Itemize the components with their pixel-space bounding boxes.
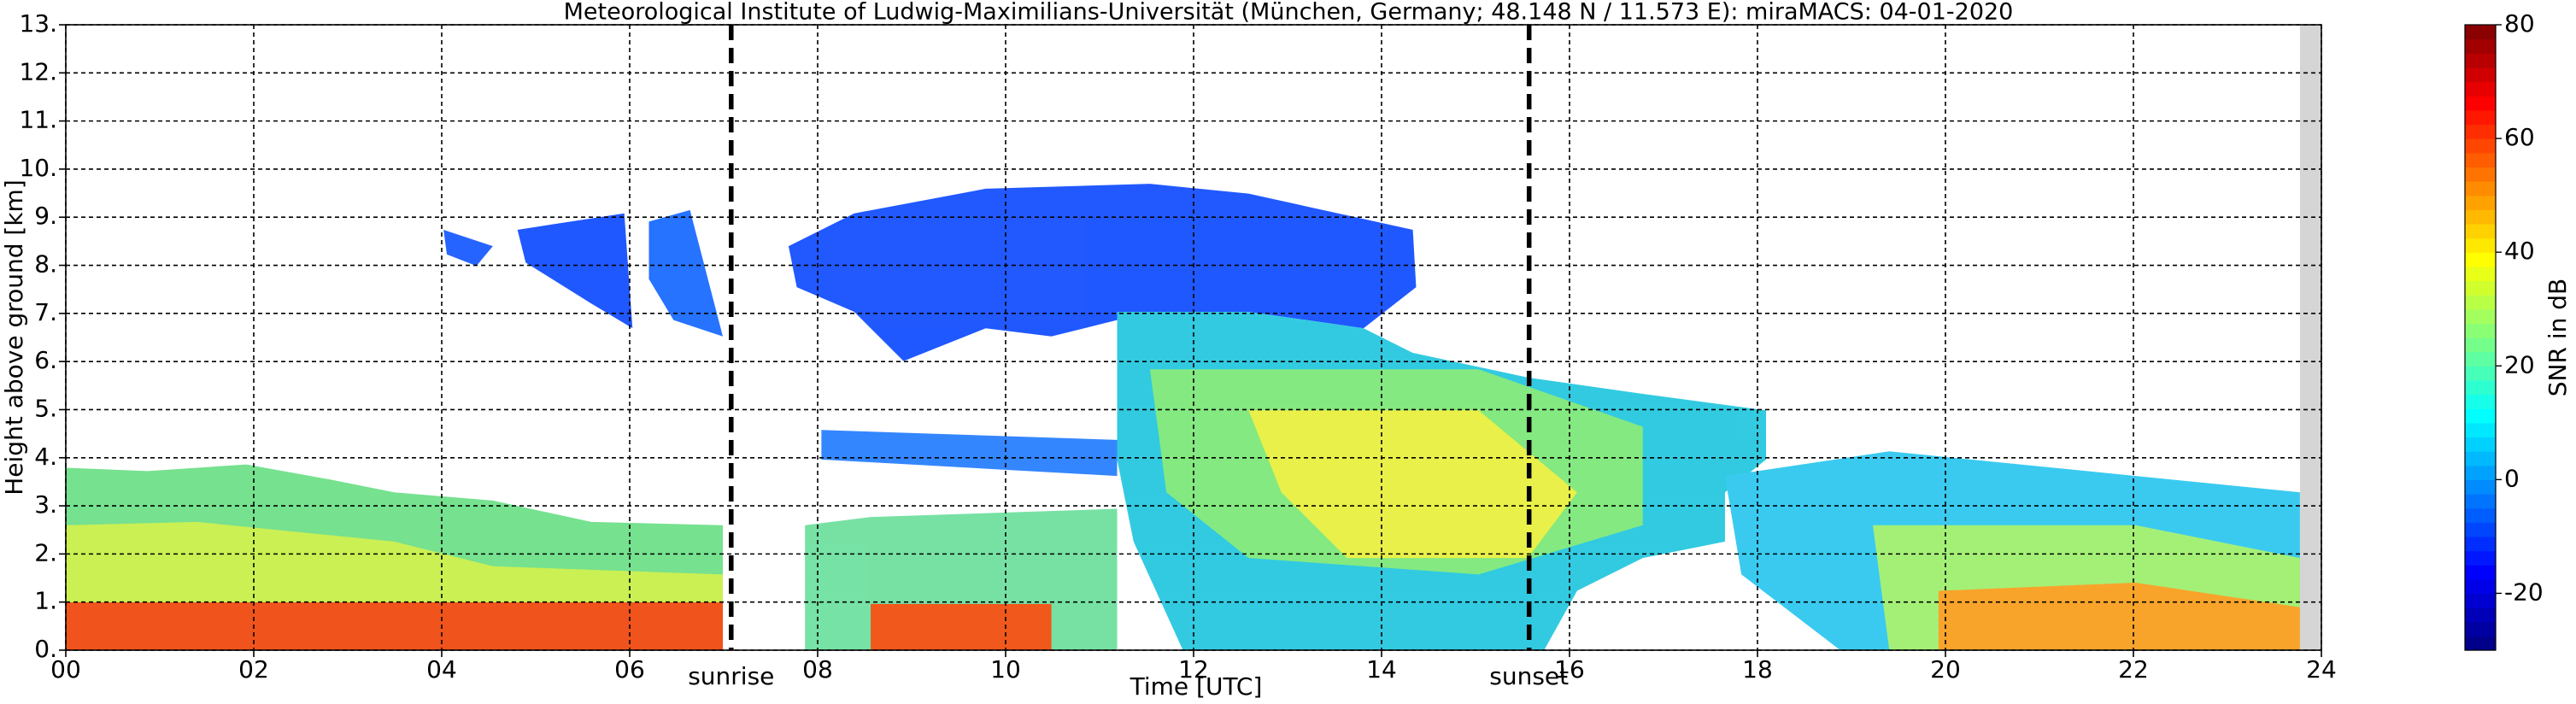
y-tick-label: 1. [34, 587, 57, 615]
colorbar-tick-label: 20 [2504, 350, 2535, 378]
colorbar-step [2465, 38, 2496, 54]
colorbar-step [2465, 465, 2496, 480]
y-axis-label: Height above ground [km] [0, 179, 28, 496]
colorbar-step [2465, 266, 2496, 282]
colorbar-step [2465, 96, 2496, 111]
y-tick-label: 6. [34, 346, 57, 374]
x-tick-label: 06 [614, 655, 645, 683]
y-tick-label: 11. [19, 106, 57, 134]
y-tick-label: 7. [34, 298, 57, 326]
chart-title: Meteorological Institute of Ludwig-Maxim… [564, 0, 2014, 26]
annotation-label: sunset [1489, 662, 1569, 690]
colorbar-tick-label: 80 [2504, 9, 2535, 38]
colorbar-step [2465, 394, 2496, 409]
colorbar-step [2465, 295, 2496, 310]
field-patch [821, 430, 1118, 477]
colorbar-step [2465, 53, 2496, 68]
x-tick-label: 12 [1178, 655, 1209, 683]
colorbar-step [2465, 607, 2496, 623]
colorbar-step [2465, 308, 2496, 324]
colorbar-tick-label: 40 [2504, 237, 2535, 265]
x-tick-label: 04 [426, 655, 457, 683]
colorbar-step [2465, 25, 2496, 40]
colorbar-step [2465, 238, 2496, 253]
colorbar-step [2465, 124, 2496, 139]
y-tick-label: 13. [19, 9, 57, 38]
colorbar-tick-label: 0 [2504, 464, 2520, 492]
colorbar-step [2465, 437, 2496, 452]
annotation-label: sunrise [688, 662, 774, 690]
colorbar-step [2465, 578, 2496, 595]
y-tick-label: 2. [34, 538, 57, 566]
field-patch [517, 213, 633, 329]
field-patch [1938, 582, 2300, 650]
colorbar-label: SNR in dB [2544, 279, 2572, 396]
colorbar-step [2465, 81, 2496, 97]
colorbar-step [2465, 366, 2496, 381]
colorbar-step [2465, 209, 2496, 225]
colorbar-step [2465, 109, 2496, 126]
colorbar-step [2465, 507, 2496, 523]
colorbar-step [2465, 351, 2496, 367]
colorbar-step [2465, 252, 2496, 267]
x-tick-label: 14 [1366, 655, 1397, 683]
colorbar-step [2465, 67, 2496, 83]
field-patch [65, 602, 724, 650]
radar-field [65, 24, 2321, 650]
colorbar-step [2465, 138, 2496, 154]
y-tick-label: 10. [19, 154, 57, 182]
colorbar-step [2465, 152, 2496, 167]
field-patch [788, 184, 1417, 361]
colorbar-step [2465, 223, 2496, 239]
colorbar-step [2465, 621, 2496, 637]
x-tick-label: 10 [990, 655, 1021, 683]
colorbar-step [2465, 522, 2496, 537]
colorbar-step [2465, 280, 2496, 296]
colorbar-frame [2464, 24, 2497, 651]
field-patch [443, 229, 493, 267]
y-tick-label: 3. [34, 490, 57, 519]
missing-data [2299, 24, 2321, 650]
x-tick-label: 16 [1554, 655, 1585, 683]
colorbar-step [2465, 422, 2496, 438]
y-tick-label: 12. [19, 57, 57, 85]
y-tick-label: 0. [34, 635, 57, 663]
x-axis-label: Time [UTC] [1130, 672, 1263, 701]
y-tick-label: 4. [34, 443, 57, 471]
y-tick-label: 8. [34, 250, 57, 279]
y-tick-label: 9. [34, 202, 57, 230]
colorbar-step [2465, 337, 2496, 353]
y-tick-label: 5. [34, 394, 57, 422]
x-tick-label: 24 [2306, 655, 2337, 683]
colorbar-step [2465, 408, 2496, 424]
plot-frame [65, 24, 2322, 651]
colorbar-tick-label: -20 [2504, 578, 2544, 606]
x-tick-label: 18 [1742, 655, 1773, 683]
colorbar-step [2465, 550, 2496, 566]
colorbar-step [2465, 451, 2496, 466]
colorbar-step [2465, 323, 2496, 338]
x-tick-label: 00 [50, 655, 81, 683]
colorbar-step [2465, 181, 2496, 197]
colorbar-step [2465, 479, 2496, 495]
x-tick-label: 20 [1930, 655, 1961, 683]
colorbar-step [2465, 494, 2496, 509]
colorbar-step [2465, 536, 2496, 552]
field-patch [648, 209, 724, 337]
x-tick-label: 02 [238, 655, 269, 683]
field-patch [871, 603, 1052, 650]
x-tick-label: 08 [802, 655, 833, 683]
colorbar-tick-label: 60 [2504, 123, 2535, 151]
colorbar-step [2465, 636, 2496, 651]
colorbar-step [2465, 593, 2496, 608]
colorbar: -20 0 20 40 60 80 [2464, 9, 2544, 651]
colorbar-step [2465, 379, 2496, 396]
colorbar-step [2465, 167, 2496, 182]
field-patch [1248, 410, 1577, 559]
colorbar-step [2465, 195, 2496, 210]
colorbar-step [2465, 565, 2496, 580]
x-tick-label: 22 [2118, 655, 2149, 683]
